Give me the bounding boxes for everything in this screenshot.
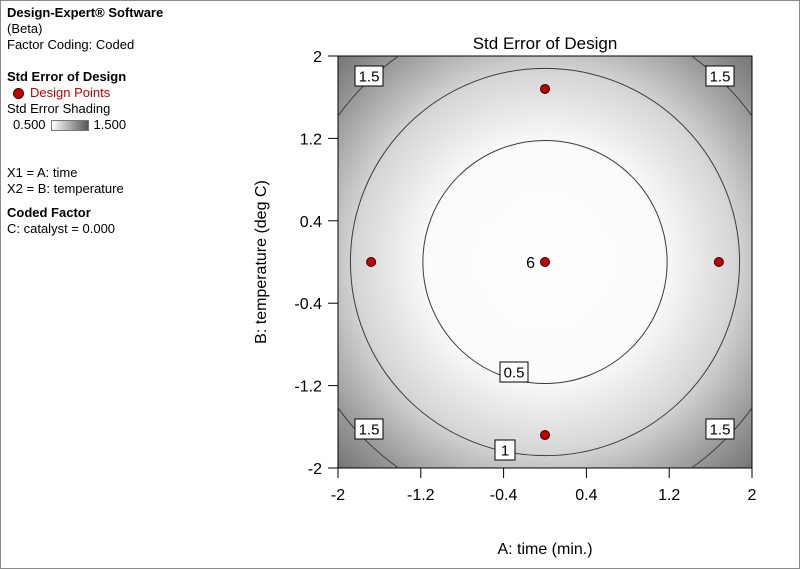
coded-factor-value: C: catalyst = 0.000	[7, 221, 116, 236]
design-points-label: Design Points	[30, 85, 111, 100]
x-tick-label: 0.4	[575, 487, 597, 504]
svg-text:0.5: 0.5	[504, 365, 525, 382]
contour-label: 1.5	[705, 65, 735, 87]
shading-scale: 0.500 1.500	[13, 117, 247, 133]
svg-text:1.5: 1.5	[359, 69, 380, 86]
contour-label: 1.5	[354, 65, 384, 87]
y-tick-label: 0.4	[300, 214, 322, 231]
x-tick-label: 1.2	[658, 487, 680, 504]
x-tick-label: 2	[748, 487, 757, 504]
chart-title: Std Error of Design	[473, 34, 618, 53]
x-tick-label: -1.2	[407, 487, 435, 504]
y-axis-title: B: temperature (deg C)	[253, 180, 270, 344]
y-tick-label: -2	[308, 461, 322, 478]
svg-text:1.5: 1.5	[359, 422, 380, 439]
shading-gradient-bar	[50, 119, 89, 131]
svg-text:1.5: 1.5	[710, 69, 731, 86]
design-point	[540, 83, 550, 94]
contour-label: 1.5	[354, 418, 384, 440]
contour-line-0	[422, 139, 668, 385]
y-tick-label: 1.2	[300, 131, 322, 148]
x2-definition: X2 = B: temperature	[7, 181, 124, 196]
x1-definition: X1 = A: time	[7, 165, 78, 180]
design-point	[540, 430, 550, 441]
y-tick-label: 2	[313, 49, 322, 66]
svg-text:1: 1	[501, 443, 509, 460]
legend-sidebar: Design-Expert® Software (Beta) Factor Co…	[7, 5, 247, 237]
design-point	[366, 257, 377, 267]
design-point	[540, 257, 550, 267]
shading-min: 0.500	[13, 117, 46, 132]
app-name: Design-Expert® Software	[7, 5, 164, 20]
design-point-count-label: 6	[526, 255, 535, 272]
version-label: (Beta)	[7, 21, 43, 36]
shading-max: 1.500	[93, 117, 127, 132]
y-tick-label: -1.2	[294, 379, 322, 396]
y-tick-label: -0.4	[294, 296, 322, 313]
x-tick-label: -0.4	[490, 487, 518, 504]
design-point	[713, 257, 724, 267]
factor-coding-label: Factor Coding: Coded	[7, 37, 135, 52]
x-axis-title: A: time (min.)	[497, 541, 592, 558]
x-tick-label: -2	[331, 487, 345, 504]
svg-text:1.5: 1.5	[710, 422, 731, 439]
contour-label: 1	[494, 439, 516, 461]
shading-title: Std Error Shading	[7, 101, 111, 116]
coded-factor-title: Coded Factor	[7, 205, 91, 220]
contour-line-1	[349, 67, 741, 457]
legend-design-points: Design Points	[13, 85, 247, 101]
contour-label: 1.5	[705, 418, 735, 440]
contour-label: 0.5	[499, 361, 529, 383]
response-title: Std Error of Design	[7, 69, 127, 84]
design-point-icon	[13, 87, 24, 99]
